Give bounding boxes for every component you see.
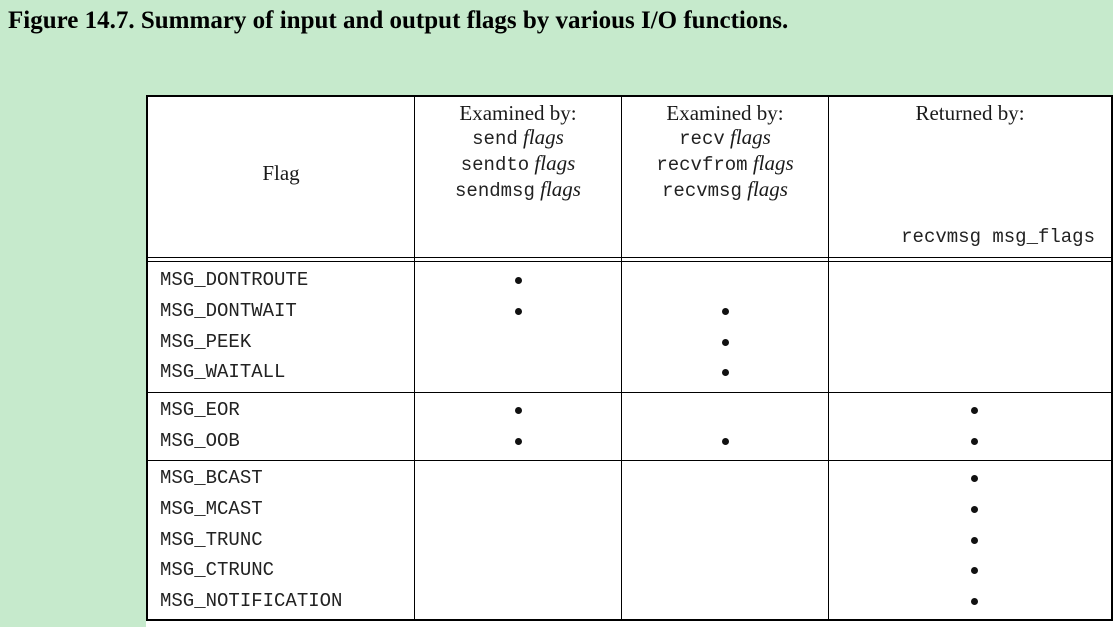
flag-name: MSG_TRUNC <box>160 528 263 551</box>
bullet-send <box>514 307 522 315</box>
col-divider-2 <box>621 95 622 621</box>
group-divider-1 <box>146 392 1113 393</box>
header-send-line-3: sendmsg flags <box>415 177 621 203</box>
table-grid <box>146 95 1113 627</box>
header-recv-arg-2: flags <box>752 151 794 175</box>
bullet-recv <box>721 338 729 346</box>
header-send-arg-3: flags <box>540 177 581 201</box>
group-divider-2 <box>146 460 1113 461</box>
header-send-line-2: sendto flags <box>415 151 621 177</box>
flag-name: MSG_MCAST <box>160 497 263 520</box>
flag-name: MSG_DONTROUTE <box>160 269 309 291</box>
flag-name: MSG_DONTWAIT <box>160 299 297 322</box>
flag-name: MSG_PEEK <box>160 330 252 353</box>
bullet-recv <box>721 437 729 445</box>
bullet-ret <box>970 475 978 482</box>
col-divider-3 <box>828 95 829 621</box>
figure-caption: Figure 14.7. Summary of input and output… <box>8 7 789 34</box>
header-rule-bottom <box>146 261 1113 262</box>
bullet-recv <box>721 307 729 315</box>
bullet-ret <box>970 407 978 414</box>
header-recv-fn-3: recvmsg <box>662 180 742 202</box>
bullet-ret <box>970 567 978 575</box>
header-send-fn-1: send <box>472 128 518 150</box>
header-recv-title: Examined by: <box>666 101 784 125</box>
header-send-line-1: send flags <box>415 125 621 151</box>
header-returned-line: recvmsg msg_flags <box>901 226 1095 248</box>
header-recv-fn-2: recvfrom <box>656 154 748 176</box>
bullet-recv <box>721 369 729 377</box>
bullet-ret <box>970 598 978 606</box>
header-recv-line-2: recvfrom flags <box>622 151 828 177</box>
header-flag: Flag <box>148 161 414 185</box>
border-right <box>1111 95 1113 621</box>
bullet-send <box>514 437 522 445</box>
header-send: Examined by: send flags sendto flags sen… <box>415 101 621 203</box>
header-flag-label: Flag <box>262 161 300 185</box>
flag-name: MSG_EOR <box>160 399 240 421</box>
bullet-ret <box>970 437 978 445</box>
header-recv-line-1: recv flags <box>622 125 828 151</box>
header-send-title: Examined by: <box>459 101 577 125</box>
header-recv-arg-3: flags <box>747 177 788 201</box>
header-send-fn-3: sendmsg <box>455 180 535 202</box>
bullet-send <box>514 277 522 284</box>
flags-table: Flag Examined by: send flags sendto flag… <box>146 95 1113 627</box>
flag-name: MSG_WAITALL <box>160 361 286 384</box>
flag-name: MSG_NOTIFICATION <box>160 590 343 613</box>
col-divider-1 <box>414 95 415 621</box>
flag-name: MSG_CTRUNC <box>160 559 275 582</box>
header-recv: Examined by: recv flags recvfrom flags r… <box>622 101 828 203</box>
header-recv-arg-1: flags <box>730 125 771 149</box>
border-bottom <box>146 619 1113 621</box>
bullet-ret <box>970 505 978 513</box>
flag-name: MSG_BCAST <box>160 467 263 489</box>
header-send-fn-2: sendto <box>460 154 530 176</box>
header-send-arg-1: flags <box>523 125 564 149</box>
header-send-arg-2: flags <box>534 151 576 175</box>
flag-name: MSG_OOB <box>160 429 240 452</box>
bullet-ret <box>970 536 978 544</box>
border-top <box>146 95 1113 97</box>
header-recv-line-3: recvmsg flags <box>622 177 828 203</box>
header-returned-title: Returned by: <box>915 101 1025 125</box>
header-recv-fn-1: recv <box>679 128 725 150</box>
header-rule-top <box>146 257 1113 258</box>
border-left <box>146 95 148 621</box>
bullet-send <box>514 407 522 414</box>
header-returned: Returned by: <box>829 101 1111 125</box>
